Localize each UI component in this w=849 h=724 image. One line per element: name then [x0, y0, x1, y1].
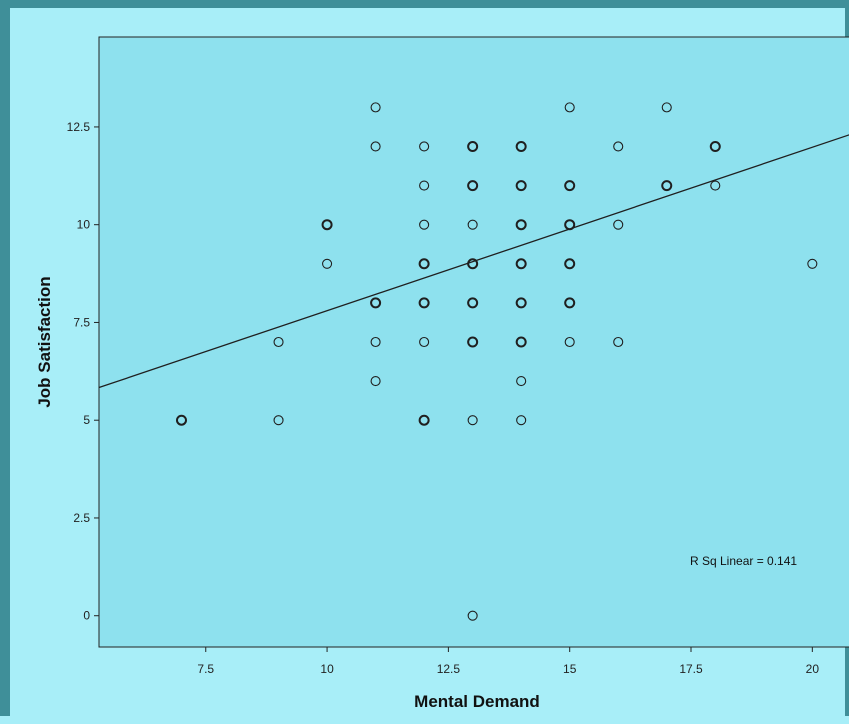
- data-point: [467, 140, 479, 152]
- data-point: [467, 610, 478, 621]
- plot-area: [98, 36, 849, 648]
- data-point: [370, 141, 381, 152]
- data-point: [321, 219, 333, 231]
- data-point: [515, 140, 527, 152]
- data-point: [175, 414, 187, 426]
- y-axis: 0 2.5 5 7.5 10 12.5: [67, 120, 99, 623]
- y-tick-label: 5: [83, 413, 90, 427]
- data-point: [418, 297, 430, 309]
- data-point: [709, 140, 721, 152]
- data-point: [661, 102, 672, 113]
- data-point: [710, 180, 721, 191]
- data-point: [370, 336, 381, 348]
- data-point: [467, 415, 478, 426]
- data-points: [175, 102, 818, 621]
- data-point: [467, 297, 479, 309]
- data-point: [613, 141, 624, 152]
- data-point: [370, 376, 381, 387]
- data-point: [515, 258, 527, 270]
- data-point: [273, 336, 284, 348]
- data-point: [613, 219, 624, 230]
- data-point: [516, 376, 527, 387]
- data-point: [516, 415, 527, 426]
- data-point: [564, 258, 576, 270]
- data-point: [370, 297, 382, 309]
- data-point: [419, 219, 430, 230]
- y-axis-title: Job Satisfaction: [35, 276, 54, 407]
- scatter-chart: 7.5 10 12.5 15 17.5 20 0 2.5 5 7.5 10 12.5 R Sq Li…: [35, 36, 849, 711]
- data-point: [467, 258, 479, 270]
- x-tick-label: 20: [806, 662, 820, 676]
- data-point: [418, 258, 430, 270]
- data-point: [515, 219, 527, 231]
- y-tick-label: 0: [83, 609, 90, 623]
- data-point: [515, 180, 527, 192]
- data-point: [564, 102, 575, 113]
- data-point: [564, 336, 575, 348]
- x-tick-label: 12.5: [437, 662, 461, 676]
- data-point: [370, 102, 381, 113]
- data-point: [322, 258, 333, 269]
- x-tick-label: 10: [320, 662, 334, 676]
- data-point: [613, 336, 624, 348]
- data-point: [418, 414, 430, 426]
- x-tick-label: 15: [563, 662, 577, 676]
- y-tick-label: 12.5: [67, 120, 91, 134]
- data-point: [467, 219, 478, 230]
- data-point: [807, 258, 818, 269]
- y-tick-label: 7.5: [73, 315, 90, 329]
- data-point: [467, 336, 479, 348]
- data-point: [419, 336, 430, 348]
- y-tick-label: 10: [77, 218, 91, 232]
- data-point: [515, 297, 527, 309]
- data-point: [419, 180, 430, 191]
- data-point: [515, 336, 527, 348]
- x-tick-label: 17.5: [679, 662, 703, 676]
- data-point: [419, 141, 430, 152]
- x-axis-title: Mental Demand: [414, 692, 540, 711]
- data-point: [661, 180, 673, 192]
- x-axis: 7.5 10 12.5 15 17.5 20: [197, 647, 819, 676]
- y-tick-label: 2.5: [73, 511, 90, 525]
- data-point: [273, 415, 284, 426]
- data-point: [564, 219, 576, 231]
- data-point: [564, 180, 576, 192]
- regression-fit-line: [98, 134, 849, 389]
- r-squared-annotation: R Sq Linear = 0.141: [690, 554, 797, 568]
- x-tick-label: 7.5: [197, 662, 214, 676]
- data-point: [564, 297, 576, 309]
- data-point: [467, 180, 479, 192]
